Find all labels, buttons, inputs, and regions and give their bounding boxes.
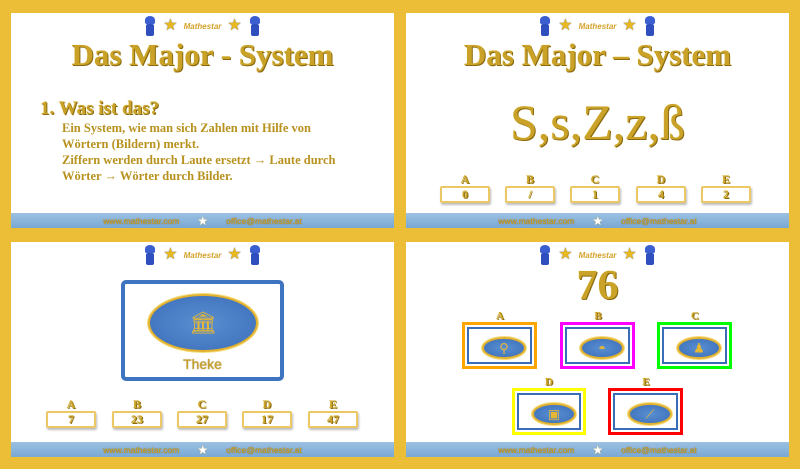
- star-icon: ★: [163, 17, 178, 34]
- option-label: A: [460, 172, 470, 186]
- option-label: A: [66, 397, 76, 411]
- fountain-icon: ⚲: [499, 340, 509, 356]
- option-label: B: [594, 310, 602, 322]
- letters: S,s,Z,z,ß: [510, 94, 685, 150]
- option-frame-c[interactable]: ♟: [657, 322, 732, 369]
- star-icon: ★: [622, 246, 637, 263]
- wizard-icon: [248, 245, 262, 265]
- slide-title: Das Major - System: [71, 37, 334, 72]
- option-label: B: [525, 172, 534, 186]
- body-line: Wörter → Wörter durch Bilder.: [62, 169, 233, 183]
- email-link[interactable]: office@mathestar.at: [226, 444, 302, 455]
- wizard-icon: [643, 245, 657, 265]
- option-label: E: [721, 172, 730, 186]
- mathestar-logo: ★ Mathestar ★: [406, 15, 789, 37]
- backpack-icon: ▣: [547, 406, 561, 422]
- star-icon: ★: [227, 246, 242, 263]
- option-box-b[interactable]: 23: [112, 411, 162, 428]
- slide-what-is-it[interactable]: ★ Mathestar ★ Das Major - System 1. Was is…: [11, 13, 394, 228]
- slide-footer: www.mathestar.com ★ office@mathestar.at: [406, 213, 789, 228]
- wizard-icon: [248, 16, 262, 36]
- star-icon: ★: [197, 442, 209, 457]
- option-box-c[interactable]: 27: [177, 411, 227, 428]
- star-icon: ★: [558, 246, 573, 263]
- slide-number-pictures[interactable]: ★ Mathestar ★ 76 A ⚲ B ◓ C ♟ D ▣ E ⟋ www.m…: [406, 242, 789, 457]
- star-icon: ★: [592, 213, 604, 228]
- option-frame-a[interactable]: ⚲: [462, 322, 537, 369]
- option-frame-b[interactable]: ◓: [560, 322, 635, 369]
- slide-footer: www.mathestar.com ★ office@mathestar.at: [11, 213, 394, 228]
- wizard-icon: [143, 16, 157, 36]
- slide-title: Das Major – System: [463, 37, 732, 72]
- picture-card: 🏛 Theke: [121, 280, 284, 381]
- email-link[interactable]: office@mathestar.at: [226, 215, 302, 226]
- counter-bar-icon: 🏛: [189, 310, 217, 335]
- option-label: E: [328, 397, 337, 411]
- mathestar-logo: ★ Mathestar ★: [11, 244, 394, 266]
- figure-icon: ♟: [693, 340, 705, 356]
- option-box-d[interactable]: 4: [636, 186, 686, 203]
- option-label: C: [590, 172, 600, 186]
- section-heading: 1. Was ist das?: [40, 98, 159, 119]
- option-label: B: [132, 397, 141, 411]
- mathestar-logo: ★ Mathestar ★: [406, 244, 789, 266]
- option-box-a[interactable]: 7: [46, 411, 96, 428]
- body-line: Ziffern werden durch Laute ersetzt → Lau…: [62, 153, 336, 167]
- option-box-b[interactable]: /: [505, 186, 555, 203]
- star-icon: ★: [163, 246, 178, 263]
- bat-icon: ⟋: [645, 406, 655, 422]
- star-icon: ★: [592, 442, 604, 457]
- slide-footer: www.mathestar.com ★ office@mathestar.at: [11, 442, 394, 457]
- option-label: D: [656, 172, 666, 186]
- option-frame-d[interactable]: ▣: [512, 388, 586, 435]
- star-icon: ★: [227, 17, 242, 34]
- website-link[interactable]: www.mathestar.com: [498, 215, 575, 226]
- wizard-icon: [643, 16, 657, 36]
- email-link[interactable]: office@mathestar.at: [621, 215, 697, 226]
- picture-word: Theke: [183, 356, 222, 372]
- option-label: E: [642, 376, 650, 388]
- wizard-icon: [143, 245, 157, 265]
- option-label: A: [496, 310, 504, 322]
- wizard-icon: [538, 16, 552, 36]
- option-box-e[interactable]: 47: [308, 411, 358, 428]
- star-icon: ★: [197, 213, 209, 228]
- option-box-d[interactable]: 17: [242, 411, 292, 428]
- option-box-a[interactable]: 0: [440, 186, 490, 203]
- option-label: C: [197, 397, 207, 411]
- slide-word-picture[interactable]: ★ Mathestar ★ 🏛 Theke A 7 B 23 C 27 D 17 E…: [11, 242, 394, 457]
- body-line: Wörtern (Bildern) merkt.: [62, 137, 200, 151]
- slide-footer: www.mathestar.com ★ office@mathestar.at: [406, 442, 789, 457]
- picture-oval: 🏛: [148, 294, 258, 352]
- option-label: D: [545, 376, 553, 388]
- star-icon: ★: [558, 17, 573, 34]
- option-box-e[interactable]: 2: [701, 186, 751, 203]
- slide-letters[interactable]: ★ Mathestar ★ Das Major – System S,s,Z,z,ß…: [406, 13, 789, 228]
- cap-icon: ◓: [598, 340, 606, 356]
- body-line: Ein System, wie man sich Zahlen mit Hilf…: [62, 121, 311, 135]
- website-link[interactable]: www.mathestar.com: [103, 215, 180, 226]
- email-link[interactable]: office@mathestar.at: [621, 444, 697, 455]
- option-label: C: [691, 310, 699, 322]
- website-link[interactable]: www.mathestar.com: [498, 444, 575, 455]
- mathestar-logo: ★ Mathestar ★: [11, 15, 394, 37]
- target-number: 76: [576, 263, 619, 309]
- option-frame-e[interactable]: ⟋: [608, 388, 683, 435]
- star-icon: ★: [622, 17, 637, 34]
- website-link[interactable]: www.mathestar.com: [103, 444, 180, 455]
- option-label: D: [262, 397, 272, 411]
- option-box-c[interactable]: 1: [570, 186, 620, 203]
- wizard-icon: [538, 245, 552, 265]
